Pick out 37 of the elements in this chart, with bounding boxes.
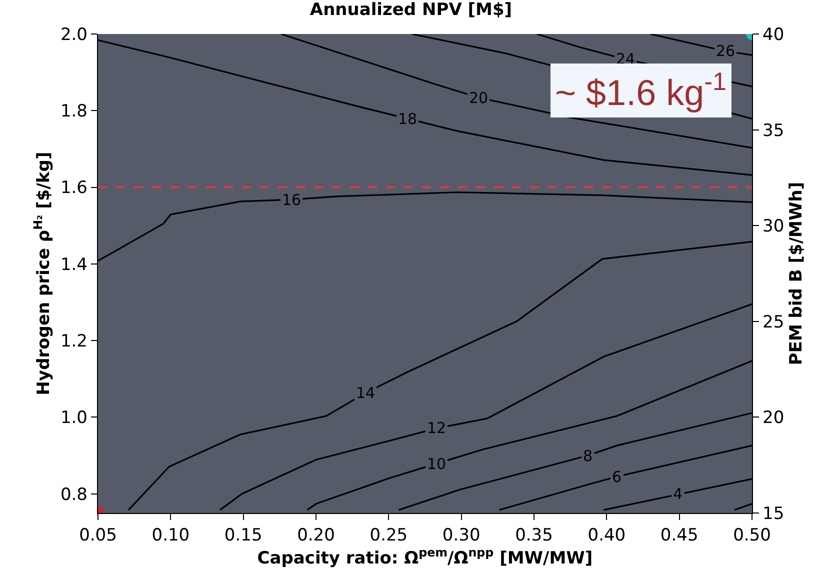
x-tick-label: 0.25	[370, 526, 408, 546]
series-label: 6	[612, 468, 622, 486]
y-tick-label: 1.0	[60, 408, 88, 428]
series-label: 8	[583, 447, 593, 465]
series-label: 12	[427, 419, 446, 437]
series-label: 10	[427, 455, 446, 473]
x-tick-label: 0.20	[297, 526, 335, 546]
y2-tick-label: 35	[762, 120, 784, 141]
y-tick-label: 1.6	[60, 178, 88, 198]
x-tick-label: 0.35	[515, 526, 553, 546]
chart-title: Annualized NPV [M$]	[310, 0, 512, 20]
series-label: 16	[282, 191, 302, 209]
y2-tick-label: 20	[762, 408, 784, 428]
series-label: 26	[716, 42, 736, 60]
y-tick-label: 2.0	[60, 24, 88, 45]
y2-axis-title: PEM bid B [$/MWh]	[786, 182, 807, 366]
series-label: 14	[356, 384, 376, 402]
y2-tick-label: 40	[762, 24, 784, 45]
x-tick-label: 0.05	[79, 526, 117, 546]
y-tick-label: 1.8	[60, 102, 88, 122]
y-tick-label: 1.4	[60, 254, 88, 275]
x-tick-label: 0.50	[733, 526, 771, 546]
y-tick-label: 0.8	[60, 484, 88, 505]
x-tick-label: 0.15	[224, 526, 262, 546]
annotation: ~ $1.6 kg$^{-1}$	[555, 68, 727, 114]
x-tick-label: 0.40	[588, 526, 626, 546]
y2-tick-label: 30	[762, 216, 784, 237]
y2-tick-label: 25	[762, 312, 784, 332]
x-tick-label: 0.45	[660, 526, 698, 546]
x-tick-label: 0.10	[152, 526, 190, 546]
series-label: 4	[673, 485, 683, 503]
y-tick-label: 1.2	[60, 332, 88, 352]
x-axis-title: Capacity ratio: Ω$^{pem}$/Ω$^{npp}$ [MW/MW]	[257, 546, 593, 569]
y2-tick-label: 15	[762, 504, 784, 524]
series-label: 20	[469, 89, 488, 107]
x-tick-label: 0.30	[442, 526, 480, 546]
series-label: 18	[398, 110, 418, 128]
